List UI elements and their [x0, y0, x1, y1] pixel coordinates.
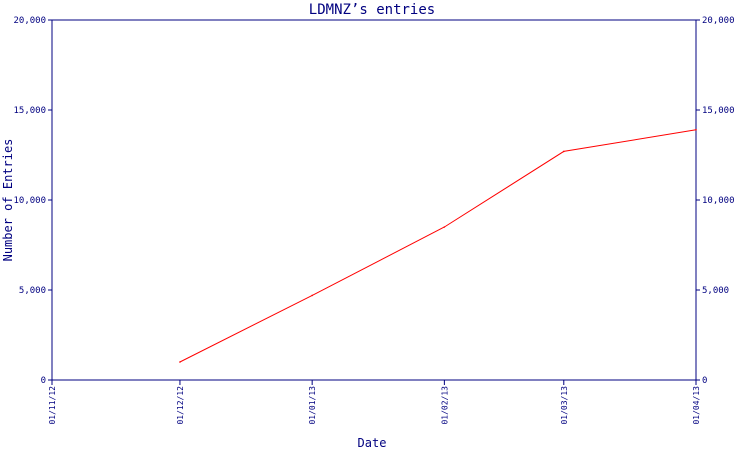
x-tick-label: 01/12/12	[176, 386, 185, 425]
x-axis: 01/11/12 01/12/12 01/01/13 01/02/13 01/03/13…	[48, 380, 701, 425]
y-tick-label-left: 5,000	[19, 286, 46, 296]
x-tick-label: 01/01/13	[308, 386, 317, 425]
y-axis-label: Number of Entries	[1, 139, 15, 262]
data-point	[179, 361, 181, 363]
data-point	[311, 294, 313, 297]
x-tick-label: 01/11/12	[48, 386, 57, 425]
y-tick-label-left: 0	[41, 376, 46, 386]
y-tick-label-left: 15,000	[13, 106, 46, 116]
y-tick-label-right: 10,000	[702, 196, 735, 206]
y-tick-label-right: 20,000	[702, 16, 735, 26]
plot-area	[51, 19, 697, 381]
data-point	[562, 150, 565, 153]
x-axis-label: Date	[358, 436, 387, 450]
y-tick-label-right: 0	[702, 376, 707, 386]
series-group	[179, 129, 697, 363]
x-tick-label: 01/03/13	[560, 386, 569, 425]
y-tick-label-left: 20,000	[13, 16, 46, 26]
y-tick-label-left: 10,000	[13, 196, 46, 206]
x-tick-label: 01/04/13	[692, 386, 701, 425]
y-axis-left: 0 5,000 10,000 15,000 20,000	[13, 16, 52, 386]
series-line	[179, 129, 697, 363]
chart-title: LDMNZ’s entries	[309, 2, 435, 18]
data-point	[695, 129, 697, 131]
y-axis-right: 0 5,000 10,000 15,000 20,000	[696, 16, 735, 386]
y-tick-label-right: 15,000	[702, 106, 735, 116]
x-tick-label: 01/02/13	[440, 386, 449, 425]
data-point	[443, 226, 446, 228]
y-tick-label-right: 5,000	[702, 286, 729, 296]
